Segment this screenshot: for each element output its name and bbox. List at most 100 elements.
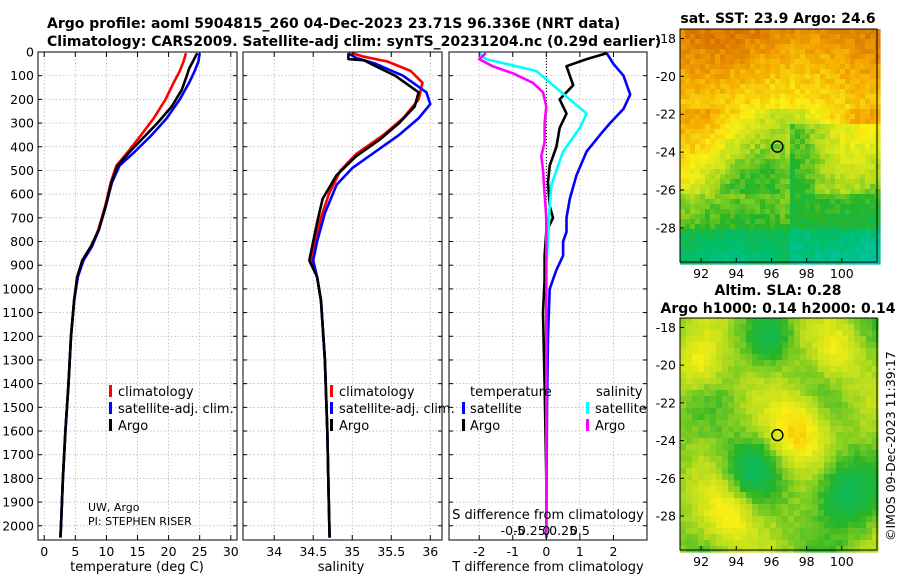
map-cell xyxy=(715,214,721,220)
map-cell xyxy=(725,179,731,185)
map-cell xyxy=(848,516,855,523)
map-cell xyxy=(680,164,686,170)
map-cell xyxy=(835,119,841,125)
map-cell xyxy=(680,134,686,140)
map-cell xyxy=(875,174,881,180)
map-cell xyxy=(860,49,866,55)
map-cell xyxy=(746,402,753,409)
map-cell xyxy=(788,396,795,403)
map-cell xyxy=(715,239,721,245)
map-cell xyxy=(782,336,789,343)
map-cell xyxy=(800,199,806,205)
map-cell xyxy=(845,254,851,260)
map-cell xyxy=(725,99,731,105)
map-cell xyxy=(725,219,731,225)
map-cell xyxy=(820,89,826,95)
map-cell xyxy=(710,89,716,95)
map-cell xyxy=(770,426,777,433)
map-cell xyxy=(860,462,867,469)
map-cell xyxy=(790,79,796,85)
map-cell xyxy=(794,348,801,355)
map-cell xyxy=(680,474,687,481)
map-cell xyxy=(770,480,777,487)
map-cell xyxy=(850,244,856,250)
map-cell xyxy=(824,474,831,481)
map-cell xyxy=(686,330,693,337)
map-cell xyxy=(875,199,881,205)
map-cell xyxy=(830,360,837,367)
map-cell xyxy=(750,234,756,240)
map-cell xyxy=(710,504,717,511)
map-cell xyxy=(780,99,786,105)
map-cell xyxy=(746,480,753,487)
map-cell xyxy=(698,414,705,421)
map-cell xyxy=(740,336,747,343)
map-cell xyxy=(860,234,866,240)
axes-frame xyxy=(37,51,238,541)
map-cell xyxy=(830,74,836,80)
map-cell xyxy=(710,109,716,115)
map-cell xyxy=(705,109,711,115)
map-cell xyxy=(870,164,876,170)
map-cell xyxy=(704,522,711,529)
x-tick-label: 35.5 xyxy=(377,544,405,559)
map-cell xyxy=(750,189,756,195)
map-cell xyxy=(815,169,821,175)
x-tick-label: 0 xyxy=(542,544,550,559)
map-cell xyxy=(764,492,771,499)
map-cell xyxy=(710,372,717,379)
map-cell xyxy=(710,59,716,65)
y-tick-label: 1300 xyxy=(2,352,34,367)
map-cell xyxy=(782,372,789,379)
map-cell xyxy=(835,204,841,210)
map-cell xyxy=(830,199,836,205)
map-cell xyxy=(866,510,873,517)
map-cell xyxy=(800,378,807,385)
legend-swatch-t-satellite xyxy=(462,402,465,414)
map-cell xyxy=(820,154,826,160)
map-cell xyxy=(710,522,717,529)
map-cell xyxy=(855,104,861,110)
map-cell xyxy=(770,164,776,170)
map-cell xyxy=(860,224,866,230)
map-cell xyxy=(695,84,701,90)
map-cell xyxy=(790,59,796,65)
map-cell xyxy=(860,154,866,160)
map-cell xyxy=(710,34,716,40)
map-cell xyxy=(686,462,693,469)
map-cell xyxy=(710,366,717,373)
map-cell xyxy=(752,426,759,433)
map-cell xyxy=(865,39,871,45)
map-cell xyxy=(810,44,816,50)
map-cell xyxy=(752,324,759,331)
map-cell xyxy=(830,114,836,120)
map-cell xyxy=(710,414,717,421)
map-cell xyxy=(770,546,777,553)
map-cell xyxy=(840,104,846,110)
map-cell xyxy=(782,492,789,499)
map-cell xyxy=(820,59,826,65)
map-cell xyxy=(720,159,726,165)
map-cell xyxy=(758,462,765,469)
map-cell xyxy=(794,528,801,535)
map-cell xyxy=(704,420,711,427)
map-cell xyxy=(740,432,747,439)
map-cell xyxy=(680,54,686,60)
map-cell xyxy=(866,354,873,361)
y-tick-label: 2000 xyxy=(2,518,34,533)
map-cell xyxy=(698,474,705,481)
map-cell xyxy=(800,522,807,529)
map-cell xyxy=(752,396,759,403)
map-cell xyxy=(755,79,761,85)
map-cell xyxy=(805,189,811,195)
map-cell xyxy=(765,169,771,175)
map-cell xyxy=(705,49,711,55)
x-tick-label: 34 xyxy=(266,544,282,559)
map-cell xyxy=(800,474,807,481)
map-cell xyxy=(700,154,706,160)
map-cell xyxy=(800,154,806,160)
map-cell xyxy=(825,59,831,65)
map-cell xyxy=(815,99,821,105)
map-cell xyxy=(695,59,701,65)
map-cell xyxy=(705,139,711,145)
